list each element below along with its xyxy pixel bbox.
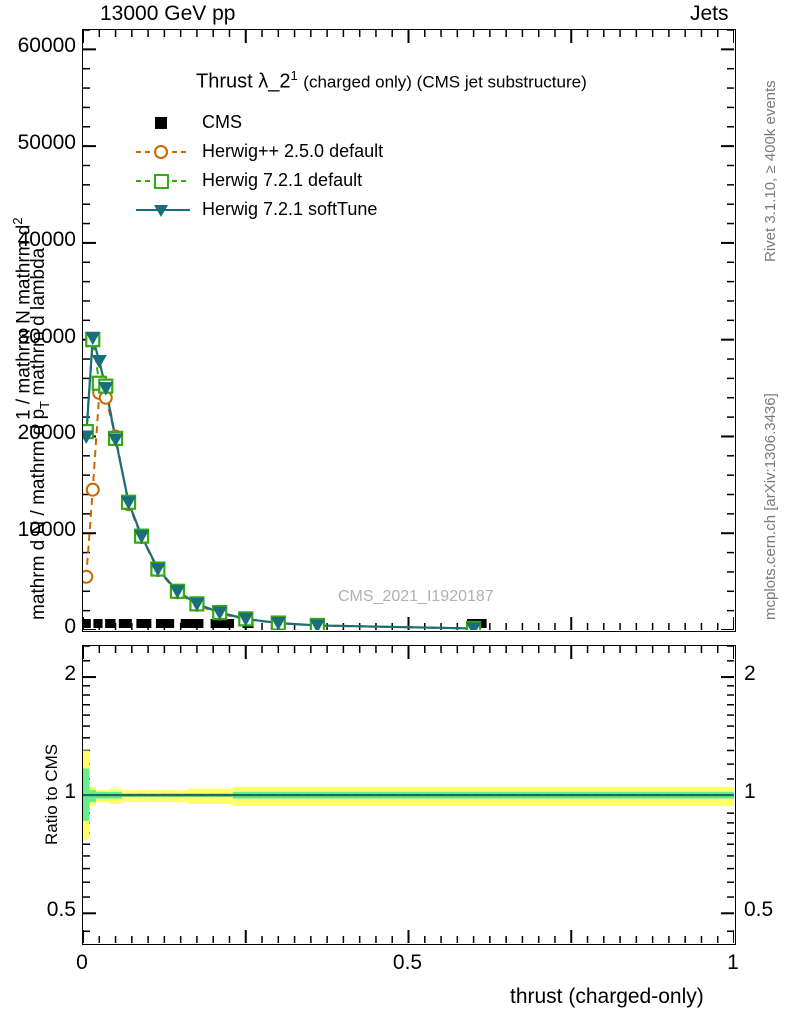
legend-label-herwigpp: Herwig++ 2.5.0 default — [202, 141, 384, 161]
y-axis-label-sup: 2 — [10, 217, 25, 225]
y-tick-label: 0 — [64, 615, 76, 638]
ratio-tick-label-right: 1 — [744, 780, 756, 804]
legend-label-herwig721soft: Herwig 7.2.1 softTune — [202, 199, 378, 219]
x-tick-label: 0 — [76, 951, 88, 974]
main-plot-panel — [82, 29, 736, 632]
legend-key-herwigpp — [136, 141, 190, 163]
y-tick-label: 30000 — [17, 324, 76, 348]
legend-item-herwig721[interactable]: Herwig 7.2.1 default — [136, 166, 383, 195]
plot-title-lambda: λ_2 — [258, 70, 291, 93]
y-tick-label: 60000 — [17, 34, 76, 58]
legend-item-herwig721soft[interactable]: Herwig 7.2.1 softTune — [136, 195, 383, 224]
y-tick-label: 20000 — [17, 421, 76, 445]
legend-key-herwig721 — [136, 170, 190, 192]
y-tick-label: 10000 — [17, 518, 76, 542]
ratio-tick-label-left: 1 — [64, 780, 76, 804]
x-tick-label: 0.5 — [392, 951, 423, 974]
y-tick-label: 40000 — [17, 227, 76, 251]
plot-title-exponent: 1 — [290, 68, 298, 83]
y-axis-label-sub: T — [36, 400, 52, 409]
sidenote-mcplots: mcplots.cern.ch [arXiv:1306.3436] — [762, 393, 779, 620]
ratio-plot-canvas — [83, 646, 734, 943]
watermark-label: CMS_2021_I1920187 — [338, 588, 494, 605]
sidenote-rivet: Rivet 3.1.10, ≥ 400k events — [762, 80, 779, 262]
plot-title-qualifier: (charged only) (CMS jet substructure) — [303, 72, 587, 92]
legend-item-herwigpp[interactable]: Herwig++ 2.5.0 default — [136, 137, 383, 166]
plot-title: Thrust λ_21 (charged only) (CMS jet subs… — [196, 68, 587, 94]
legend-key-cms — [136, 112, 190, 134]
x-tick-label: 1 — [727, 951, 739, 974]
ratio-tick-label-left: 2 — [64, 662, 76, 686]
ratio-plot-panel — [82, 645, 736, 945]
y-tick-label: 50000 — [17, 131, 76, 155]
ratio-tick-label-left: 0.5 — [46, 898, 76, 922]
legend-label-herwig721: Herwig 7.2.1 default — [202, 170, 363, 190]
main-plot-canvas — [83, 30, 734, 630]
legend-key-herwig721soft — [136, 199, 190, 221]
legend-label-cms: CMS — [202, 112, 242, 132]
legend: CMS Herwig++ 2.5.0 default Herwig 7.2.1 … — [136, 108, 383, 224]
ratio-tick-label-right: 0.5 — [744, 898, 774, 922]
y-axis-label-seg1: 1 / mathrm N mathrm d — [13, 224, 35, 420]
x-axis-label: thrust (charged-only) — [510, 985, 704, 1008]
plot-title-main: Thrust — [196, 70, 259, 93]
header-energy: 13000 GeV pp — [100, 2, 236, 25]
ratio-tick-label-right: 2 — [744, 662, 756, 686]
legend-item-cms[interactable]: CMS — [136, 108, 383, 137]
header-category: Jets — [690, 2, 729, 25]
